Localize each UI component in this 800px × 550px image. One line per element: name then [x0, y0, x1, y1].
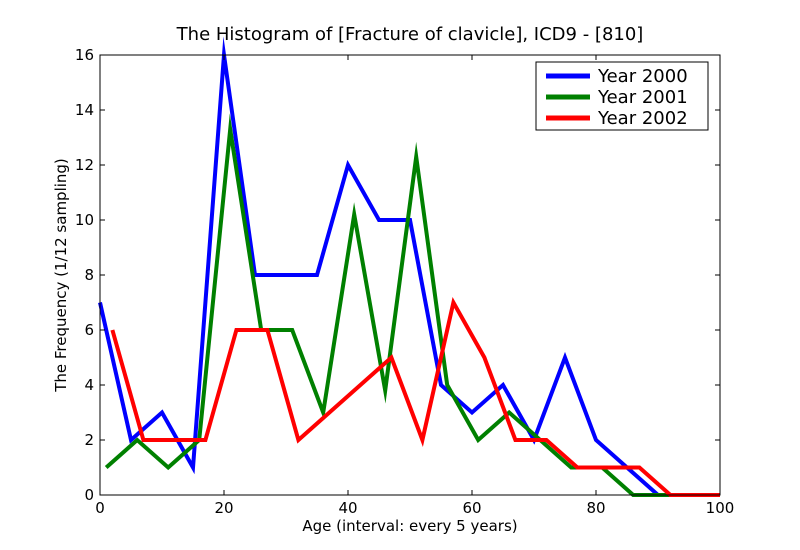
legend: Year 2000 Year 2001 Year 2002	[535, 61, 709, 131]
chart-title: The Histogram of [Fracture of clavicle],…	[176, 24, 644, 45]
ticks-layer: 0 20 40 60 80 100 0 2 4 6 8 10 12 14 16	[75, 46, 734, 517]
series-line-year-2000	[98, 36, 720, 497]
y-tick-label: 14	[75, 101, 94, 119]
x-tick-label: 20	[214, 499, 233, 517]
y-axis-label: The Frequency (1/12 sampling)	[52, 158, 70, 393]
series-line-year-2001	[104, 113, 720, 497]
y-tick-label: 6	[84, 321, 94, 339]
y-tick-label: 4	[84, 376, 94, 394]
x-tick-label: 100	[706, 499, 735, 517]
legend-label-year-2002: Year 2002	[597, 108, 688, 129]
y-tick-label: 0	[84, 486, 94, 504]
x-tick-label: 40	[338, 499, 357, 517]
y-tick-label: 10	[75, 211, 94, 229]
series-line-year-2002	[110, 296, 720, 497]
legend-label-year-2000: Year 2000	[597, 66, 688, 87]
x-tick-label: 0	[95, 499, 105, 517]
y-tick-label: 16	[75, 46, 94, 64]
y-tick-label: 2	[84, 431, 94, 449]
y-tick-label: 12	[75, 156, 94, 174]
y-tick-label: 8	[84, 266, 94, 284]
x-tick-label: 60	[462, 499, 481, 517]
series-layer	[98, 36, 720, 497]
legend-label-year-2001: Year 2001	[597, 87, 688, 108]
x-axis-label: Age (interval: every 5 years)	[302, 517, 517, 535]
x-tick-label: 80	[586, 499, 605, 517]
